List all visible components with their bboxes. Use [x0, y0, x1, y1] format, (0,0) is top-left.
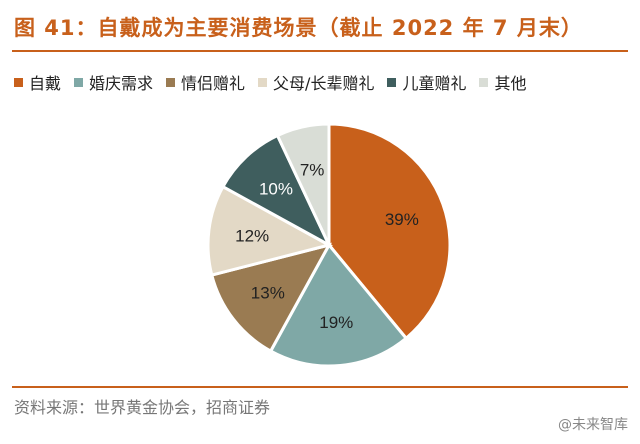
pie-data-label: 13%	[251, 283, 285, 302]
legend-item: 儿童赠礼	[387, 70, 466, 94]
pie-data-label: 39%	[385, 210, 419, 229]
title-divider	[12, 50, 628, 52]
source-divider	[12, 386, 628, 388]
legend-label: 婚庆需求	[89, 74, 154, 93]
pie-slice	[268, 242, 409, 368]
legend-label: 父母/长辈赠礼	[273, 74, 375, 93]
pie-chart: 39% 19% 13% 12% 10% 7%	[206, 122, 452, 368]
legend-swatch	[166, 77, 176, 87]
pie-slices	[206, 122, 452, 368]
pie-data-label: 7%	[300, 160, 325, 179]
pie-slice	[275, 122, 331, 246]
pie-data-label: 19%	[319, 313, 353, 332]
legend-swatch	[74, 77, 84, 87]
pie-slice	[206, 184, 334, 277]
legend-item: 自戴	[14, 70, 61, 94]
legend-swatch	[258, 77, 268, 87]
legend-label: 其他	[494, 74, 527, 93]
chart-legend: 自戴 婚庆需求 情侣赠礼 父母/长辈赠礼 儿童赠礼 其他	[14, 70, 630, 94]
source-note: 资料来源：世界黄金协会，招商证券	[14, 398, 271, 417]
legend-item: 情侣赠礼	[166, 70, 245, 94]
legend-swatch	[14, 77, 23, 87]
chart-title: 图 41：自戴成为主要消费场景（截止 2022 年 7 月末）	[14, 16, 583, 40]
legend-item: 其他	[479, 70, 526, 94]
pie-slice	[327, 122, 452, 341]
pie-slice	[209, 242, 332, 354]
legend-label: 自戴	[29, 74, 62, 93]
legend-swatch	[387, 77, 397, 87]
pie-labels: 39% 19% 13% 12% 10% 7%	[235, 160, 419, 332]
pie-data-label: 10%	[259, 180, 293, 199]
watermark-text: @未来智库	[558, 417, 628, 433]
pie-data-label: 12%	[235, 226, 269, 245]
legend-item: 父母/长辈赠礼	[258, 70, 374, 94]
legend-swatch	[479, 77, 489, 87]
legend-label: 情侣赠礼	[181, 74, 246, 93]
legend-label: 儿童赠礼	[402, 74, 467, 93]
legend-item: 婚庆需求	[74, 70, 153, 94]
